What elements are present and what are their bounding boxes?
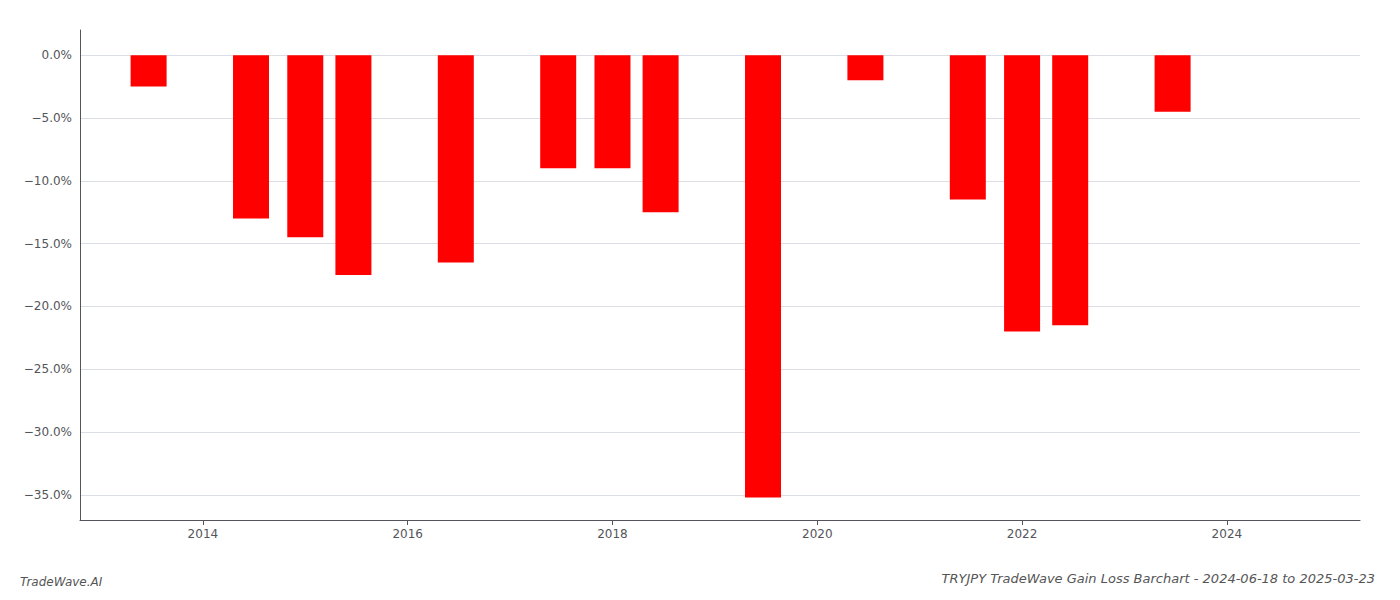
svg-text:0.0%: 0.0% [42, 48, 73, 62]
svg-text:−35.0%: −35.0% [24, 488, 72, 502]
svg-text:−20.0%: −20.0% [24, 299, 72, 313]
svg-text:−15.0%: −15.0% [24, 237, 72, 251]
svg-text:2024: 2024 [1212, 527, 1243, 541]
svg-text:−30.0%: −30.0% [24, 425, 72, 439]
svg-text:2018: 2018 [597, 527, 628, 541]
svg-text:−25.0%: −25.0% [24, 362, 72, 376]
svg-text:TRYJPY TradeWave Gain Loss Bar: TRYJPY TradeWave Gain Loss Barchart - 20… [942, 571, 1375, 586]
svg-text:TradeWave.AI: TradeWave.AI [20, 575, 103, 589]
svg-text:2022: 2022 [1007, 527, 1038, 541]
svg-text:2020: 2020 [802, 527, 833, 541]
svg-text:2014: 2014 [188, 527, 219, 541]
svg-text:2016: 2016 [392, 527, 423, 541]
svg-text:−10.0%: −10.0% [24, 174, 72, 188]
svg-text:−5.0%: −5.0% [31, 111, 72, 125]
